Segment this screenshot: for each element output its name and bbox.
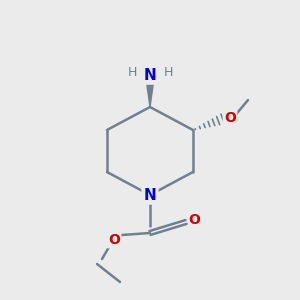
Text: H: H (127, 65, 137, 79)
Polygon shape (146, 75, 154, 107)
Text: N: N (144, 68, 156, 82)
Text: O: O (108, 233, 120, 247)
Text: O: O (224, 111, 236, 125)
Text: N: N (144, 188, 156, 202)
Text: H: H (163, 65, 173, 79)
Text: O: O (188, 213, 200, 227)
